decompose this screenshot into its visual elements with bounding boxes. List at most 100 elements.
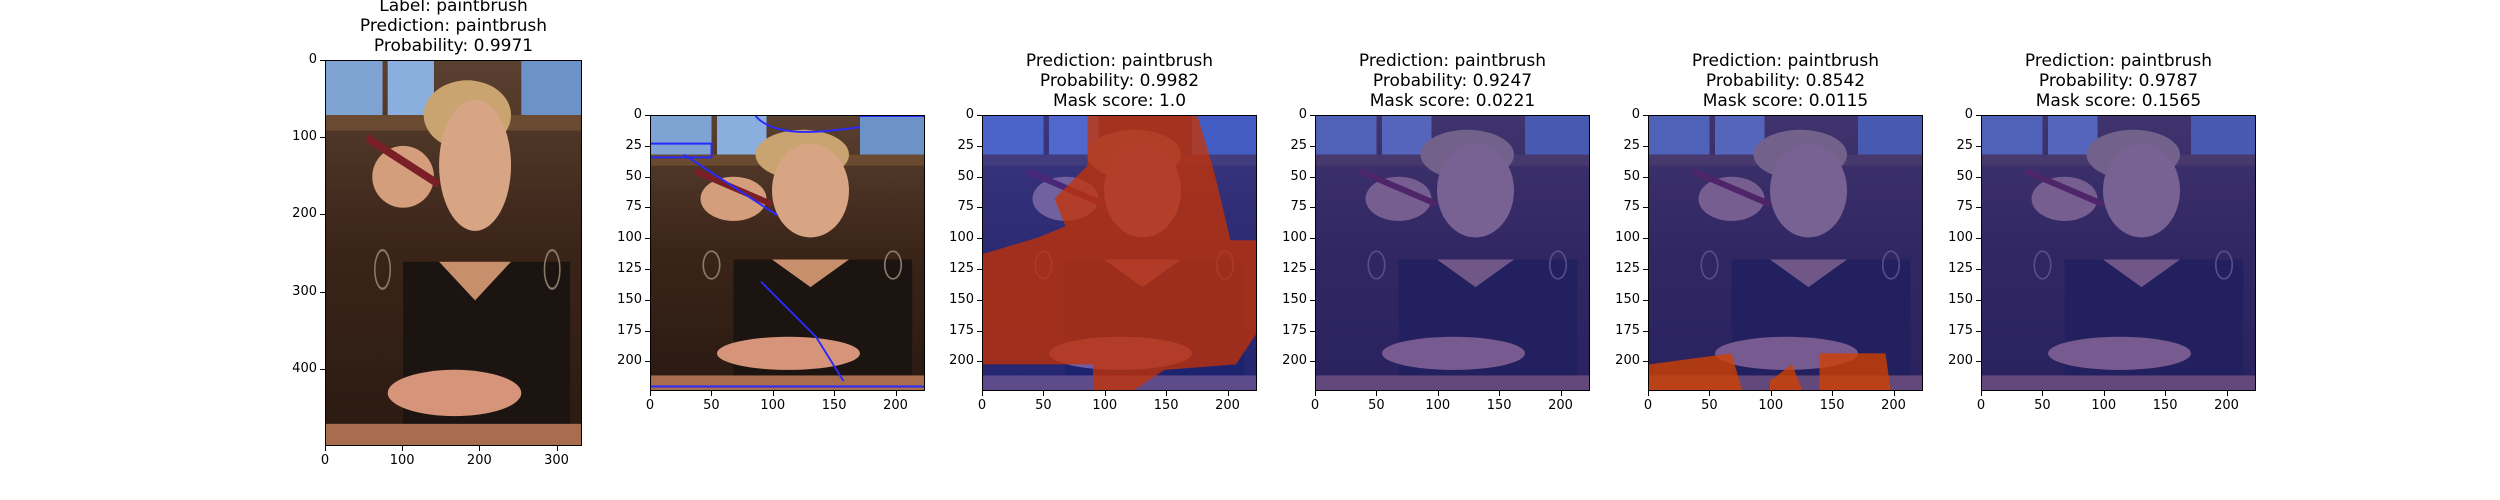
y-tick-mark — [320, 137, 325, 139]
y-tick-mark — [1310, 145, 1315, 147]
x-tick-label: 200 — [1881, 398, 1906, 413]
x-tick-mark — [772, 391, 774, 396]
y-tick-label: 125 — [949, 261, 974, 277]
x-tick-mark — [1376, 391, 1378, 396]
y-tick-label: 100 — [1615, 230, 1640, 246]
y-tick-mark — [1310, 361, 1315, 363]
y-tick-label: 25 — [957, 137, 974, 153]
y-tick-label: 200 — [617, 353, 642, 369]
y-tick-mark — [1643, 238, 1648, 240]
y-tick-mark — [645, 207, 650, 209]
y-tick-mark — [1976, 207, 1981, 209]
x-tick-mark — [1043, 391, 1045, 396]
panel-title-line: Probability: 0.9982 — [1039, 71, 1200, 91]
mask-overlay — [1316, 116, 1589, 390]
y-tick-mark — [977, 145, 982, 147]
x-tick-mark — [2165, 391, 2167, 396]
y-tick-label: 100 — [617, 230, 642, 246]
y-tick-mark — [1643, 115, 1648, 116]
y-tick-mark — [977, 115, 982, 116]
image-axes — [650, 115, 925, 391]
photo-image — [1649, 116, 1922, 390]
y-tick-label: 25 — [1290, 137, 1307, 153]
mask-overlay — [651, 116, 924, 388]
y-tick-label: 75 — [957, 199, 974, 215]
x-tick-label: 200 — [1548, 398, 1573, 413]
panel-title-line: Mask score: 0.0221 — [1369, 91, 1536, 111]
x-tick-label: 150 — [1486, 398, 1512, 413]
y-tick-label: 100 — [1948, 230, 1973, 246]
y-tick-label: 0 — [308, 52, 317, 67]
y-tick-mark — [645, 238, 650, 240]
x-tick-label: 100 — [389, 453, 415, 468]
y-tick-label: 175 — [1948, 322, 1973, 338]
panel-title-line: Prediction: paintbrush — [1358, 51, 1547, 71]
x-tick-mark — [1893, 391, 1895, 396]
y-tick-mark — [977, 361, 982, 363]
x-tick-mark — [1499, 391, 1501, 396]
panel-title-line: Prediction: paintbrush — [1691, 51, 1880, 71]
photo-image — [1982, 116, 2255, 390]
x-tick-mark — [1104, 391, 1106, 396]
y-tick-mark — [1310, 238, 1315, 240]
y-tick-label: 0 — [1298, 107, 1307, 122]
x-tick-label: 0 — [1643, 398, 1653, 413]
y-tick-label: 50 — [1623, 168, 1640, 184]
y-tick-label: 200 — [1282, 353, 1307, 369]
panel-title: Prediction: paintbrush Probability: 0.978… — [1949, 51, 2289, 111]
y-tick-label: 25 — [1956, 137, 1973, 153]
y-tick-label: 300 — [292, 283, 317, 299]
x-tick-mark — [325, 446, 326, 451]
x-tick-mark — [1560, 391, 1562, 396]
x-tick-label: 50 — [2034, 398, 2051, 413]
y-tick-label: 175 — [1615, 322, 1640, 338]
y-tick-label: 200 — [1615, 353, 1640, 369]
panel-title: Prediction: paintbrush Probability: 0.998… — [950, 51, 1290, 111]
x-tick-mark — [1166, 391, 1168, 396]
x-tick-label: 100 — [760, 398, 786, 413]
y-tick-label: 125 — [617, 261, 642, 277]
y-tick-label: 200 — [292, 206, 317, 222]
y-tick-label: 150 — [1948, 291, 1973, 307]
photo-image — [651, 116, 924, 390]
y-tick-mark — [977, 269, 982, 271]
x-tick-label: 50 — [1368, 398, 1385, 413]
y-tick-mark — [1643, 145, 1648, 147]
x-tick-mark — [2226, 391, 2228, 396]
y-tick-label: 0 — [1964, 107, 1973, 122]
y-tick-mark — [977, 207, 982, 209]
mask-overlay — [1649, 116, 1922, 390]
photo-image — [983, 116, 1256, 390]
x-tick-label: 150 — [1819, 398, 1845, 413]
y-tick-mark — [1310, 176, 1315, 178]
y-tick-label: 100 — [1282, 230, 1307, 246]
y-tick-mark — [1643, 361, 1648, 363]
y-tick-mark — [1976, 115, 1981, 116]
x-tick-label: 0 — [320, 453, 330, 468]
x-tick-mark — [1227, 391, 1229, 396]
y-tick-label: 75 — [1623, 199, 1640, 215]
y-tick-label: 125 — [1282, 261, 1307, 277]
y-tick-mark — [320, 291, 325, 293]
y-tick-mark — [645, 176, 650, 178]
x-tick-mark — [1832, 391, 1834, 396]
x-tick-mark — [556, 446, 558, 451]
y-tick-mark — [320, 214, 325, 216]
x-tick-label: 0 — [1976, 398, 1986, 413]
y-tick-mark — [1976, 238, 1981, 240]
y-tick-label: 175 — [949, 322, 974, 338]
y-tick-mark — [1310, 207, 1315, 209]
y-tick-mark — [1643, 207, 1648, 209]
y-tick-label: 75 — [1290, 199, 1307, 215]
x-tick-mark — [2103, 391, 2105, 396]
x-tick-label: 100 — [2091, 398, 2117, 413]
y-tick-label: 150 — [1615, 291, 1640, 307]
y-tick-mark — [645, 115, 650, 116]
y-tick-mark — [1643, 330, 1648, 332]
x-tick-label: 50 — [703, 398, 720, 413]
x-tick-label: 0 — [1310, 398, 1320, 413]
panel-title-line: Probability: 0.8542 — [1705, 71, 1866, 91]
y-tick-label: 200 — [1948, 353, 1973, 369]
y-tick-label: 0 — [633, 107, 642, 122]
y-tick-mark — [1976, 145, 1981, 147]
